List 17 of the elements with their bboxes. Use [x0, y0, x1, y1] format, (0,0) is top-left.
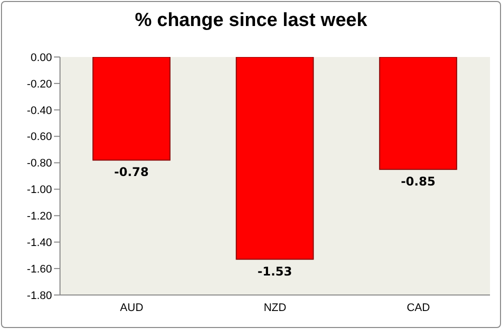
chart-title: % change since last week: [134, 10, 368, 32]
y-tick-label: -1.60: [26, 263, 52, 276]
y-tick-label: 0.00: [30, 52, 52, 64]
data-label: -1.53: [258, 264, 292, 278]
y-tick-label: -0.60: [26, 131, 52, 144]
y-tick-label: -1.20: [26, 210, 52, 223]
y-tick-label: -1.80: [26, 290, 52, 302]
x-tick-label: AUD: [120, 302, 144, 314]
y-tick-label: -1.40: [26, 237, 52, 250]
x-tick-label: NZD: [264, 302, 286, 314]
x-tick-label: CAD: [406, 302, 430, 314]
y-tick-label: -0.20: [26, 78, 52, 90]
data-label: -0.78: [114, 165, 149, 180]
y-tick-label: -0.80: [26, 158, 52, 170]
y-tick-label: -0.40: [26, 104, 52, 117]
y-tick-label: -1.00: [26, 184, 52, 196]
data-label: -0.85: [400, 174, 436, 188]
